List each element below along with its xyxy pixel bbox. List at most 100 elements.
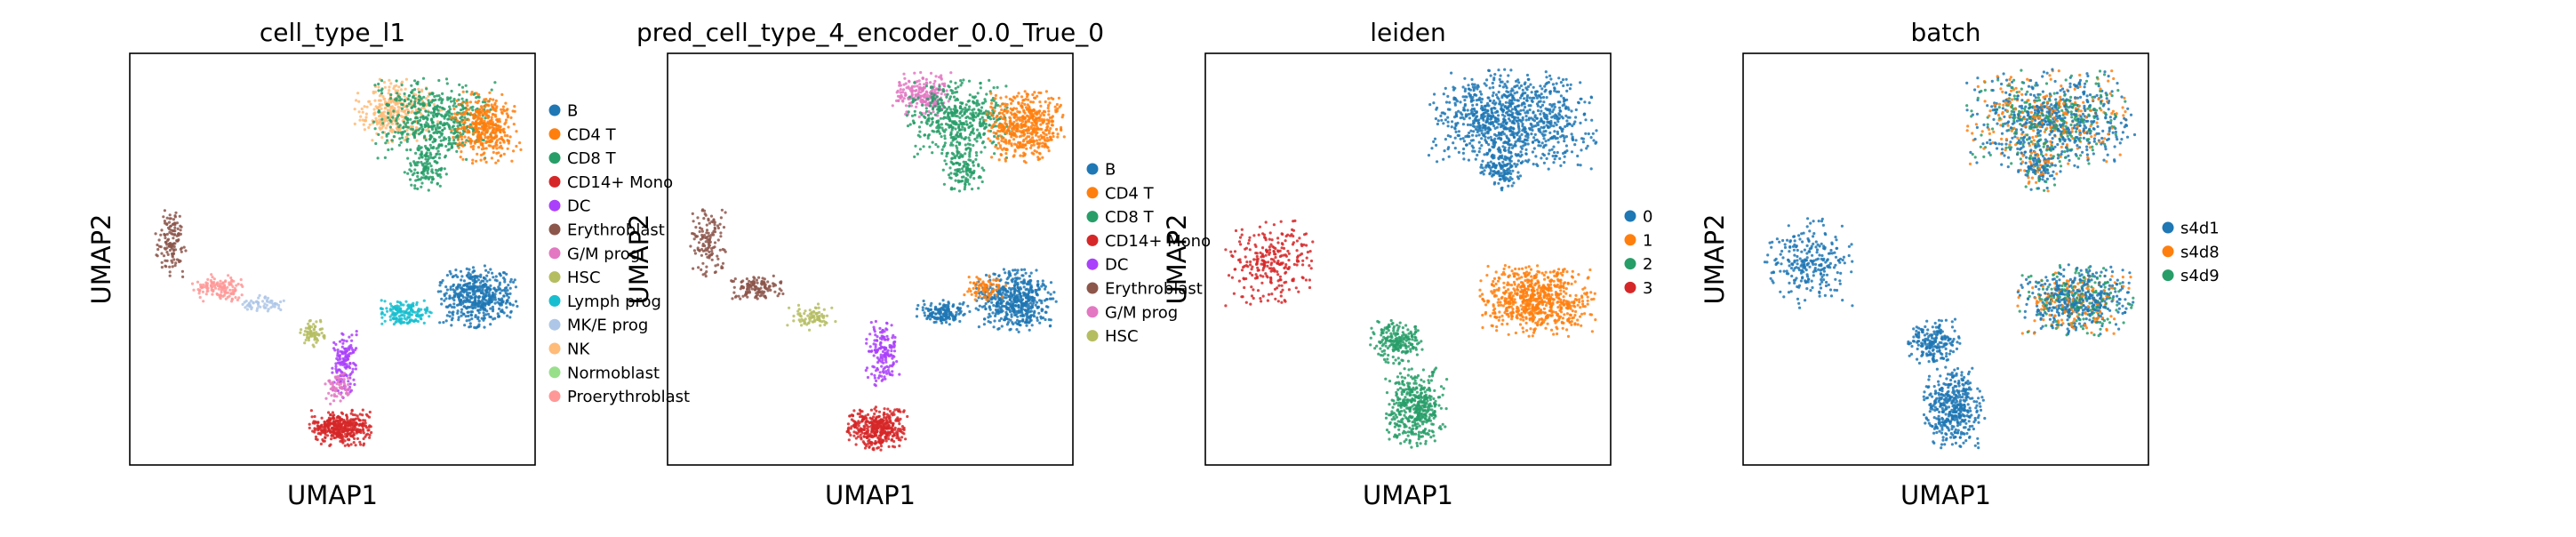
scatter-point xyxy=(480,142,484,146)
scatter-point xyxy=(461,132,465,136)
scatter-point xyxy=(336,420,340,423)
scatter-point xyxy=(179,260,182,263)
scatter-point xyxy=(393,107,396,110)
scatter-point xyxy=(353,122,356,125)
scatter-point xyxy=(472,144,476,148)
scatter-point xyxy=(457,127,460,131)
scatter-point xyxy=(389,106,393,109)
scatter-point xyxy=(1024,129,1028,132)
scatter-point xyxy=(508,135,512,139)
scatter-point xyxy=(467,310,470,314)
scatter-point xyxy=(495,279,499,283)
scatter-point xyxy=(939,308,942,311)
scatter-point xyxy=(460,138,464,141)
scatter-point xyxy=(176,232,180,236)
scatter-point xyxy=(504,101,508,105)
scatter-point xyxy=(1038,299,1042,302)
scatter-point xyxy=(313,325,317,329)
scatter-point xyxy=(354,426,357,429)
scatter-point xyxy=(504,118,508,122)
scatter-point xyxy=(1047,97,1051,100)
scatter-point xyxy=(923,311,926,315)
scatter-point xyxy=(901,88,906,92)
scatter-point xyxy=(1013,133,1017,137)
scatter-point xyxy=(1056,132,1060,136)
scatter-point xyxy=(404,300,408,303)
scatter-point xyxy=(406,316,410,319)
scatter-point xyxy=(1016,283,1020,286)
scatter-point xyxy=(392,109,396,113)
scatter-point xyxy=(197,292,201,295)
scatter-point xyxy=(466,297,469,301)
scatter-point xyxy=(300,328,303,332)
scatter-point xyxy=(951,304,955,308)
scatter-point xyxy=(380,307,384,311)
scatter-point xyxy=(1035,124,1038,128)
scatter-point xyxy=(304,338,308,342)
scatter-point xyxy=(1022,138,1026,141)
scatter-point xyxy=(911,97,915,100)
scatter-point xyxy=(190,282,195,285)
legend-entry: CD4 T xyxy=(567,125,617,144)
scatter-point xyxy=(414,151,418,155)
scatter-point xyxy=(405,128,409,132)
scatter-point xyxy=(404,87,407,91)
scatter-point xyxy=(952,318,956,322)
scatter-point xyxy=(499,154,502,158)
scatter-point xyxy=(979,136,982,140)
scatter-point xyxy=(423,116,427,120)
scatter-point xyxy=(457,303,460,307)
scatter-point xyxy=(371,139,374,142)
scatter-point xyxy=(963,137,966,140)
scatter-point xyxy=(498,281,502,285)
scatter-point xyxy=(919,91,923,94)
scatter-point xyxy=(418,99,421,102)
scatter-point xyxy=(906,124,910,128)
scatter-point xyxy=(456,309,460,313)
scatter-point xyxy=(380,79,384,83)
scatter-point xyxy=(1017,330,1020,333)
scatter-point xyxy=(367,125,371,130)
scatter-point xyxy=(939,108,942,112)
scatter-point xyxy=(367,425,371,429)
scatter-point xyxy=(345,429,348,432)
scatter-point xyxy=(458,93,461,97)
scatter-point xyxy=(1012,95,1016,99)
scatter-point xyxy=(479,121,484,124)
scatter-point xyxy=(968,139,972,142)
scatter-point xyxy=(404,116,407,120)
scatter-point xyxy=(386,119,389,123)
scatter-point xyxy=(334,375,338,379)
scatter-point xyxy=(1015,328,1019,332)
scatter-point xyxy=(327,391,331,395)
scatter-point xyxy=(1023,111,1027,115)
scatter-point xyxy=(396,122,399,125)
scatter-point xyxy=(403,100,406,103)
scatter-point xyxy=(499,141,502,145)
scatter-point xyxy=(363,105,366,108)
scatter-point xyxy=(499,130,502,133)
scatter-point xyxy=(479,135,483,139)
scatter-point xyxy=(410,127,413,131)
scatter-point xyxy=(913,113,916,116)
scatter-point xyxy=(410,91,413,94)
scatter-point xyxy=(362,442,366,445)
scatter-point xyxy=(964,160,968,164)
scatter-point xyxy=(380,316,384,319)
scatter-point xyxy=(1061,113,1065,117)
scatter-point xyxy=(338,356,341,359)
scatter-point xyxy=(445,274,449,277)
scatter-point xyxy=(330,437,333,441)
scatter-point xyxy=(404,125,408,129)
scatter-point xyxy=(486,108,490,112)
scatter-point xyxy=(405,148,409,152)
scatter-point xyxy=(424,166,428,170)
scatter-point xyxy=(389,97,393,100)
scatter-point xyxy=(420,308,423,311)
scatter-point xyxy=(457,316,460,319)
scatter-point xyxy=(373,84,377,87)
scatter-point xyxy=(490,116,493,119)
scatter-point xyxy=(368,123,372,126)
scatter-point xyxy=(363,423,366,428)
scatter-point xyxy=(943,141,947,145)
